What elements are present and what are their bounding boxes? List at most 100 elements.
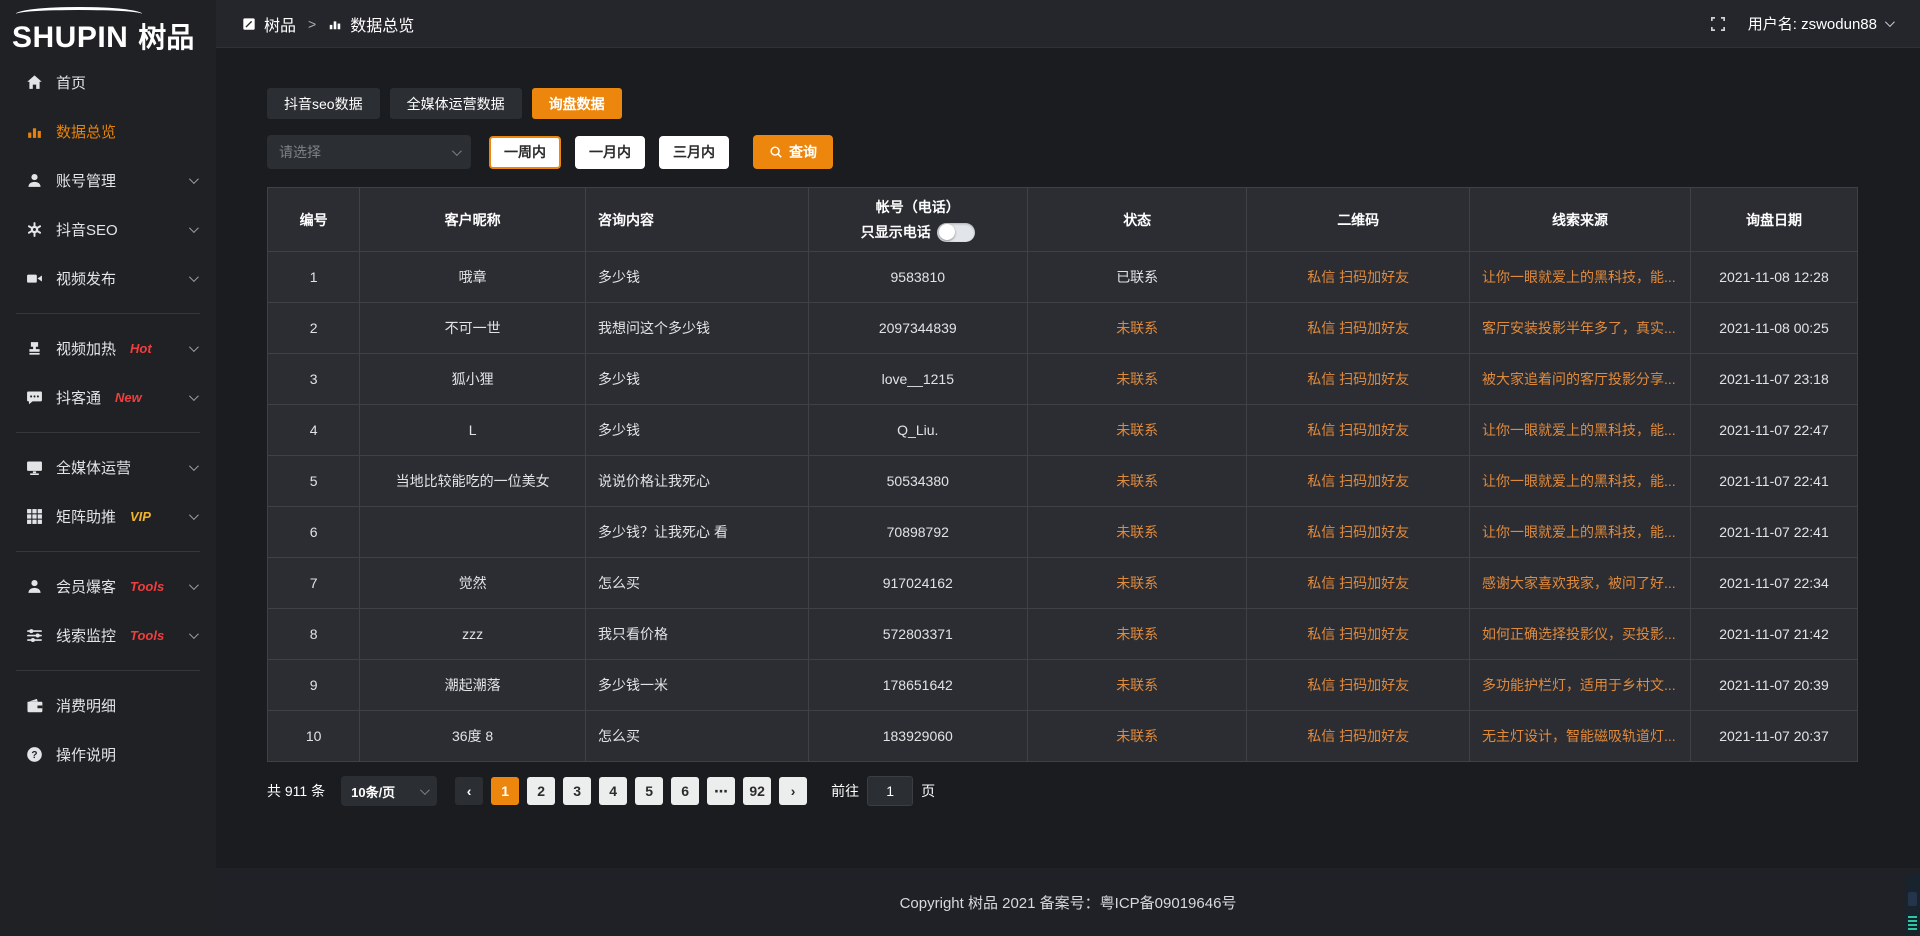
table-row: 10 36度 8 怎么买 183929060 未联系 私信 扫码加好友 无主灯设计，智能磁吸… <box>266 710 1859 762</box>
gear-icon <box>26 221 43 238</box>
page-button-4[interactable]: 4 <box>599 777 628 805</box>
cell-source-link[interactable]: 让你一眼就爱上的黑科技，能... <box>1468 251 1691 303</box>
period-button-three-months[interactable]: 三月内 <box>659 135 729 169</box>
sidebar-item-matrix-boost[interactable]: 矩阵助推 VIP <box>0 492 216 541</box>
query-button[interactable]: 查询 <box>753 135 833 169</box>
page-button-3[interactable]: 3 <box>563 777 592 805</box>
sidebar-item-consumption-detail[interactable]: 消费明细 <box>0 681 216 730</box>
tab-douyin-seo-data[interactable]: 抖音seo数据 <box>267 88 380 119</box>
bar-chart-icon <box>26 123 43 140</box>
cell-source-link[interactable]: 多功能护栏灯，适用于乡村文... <box>1468 659 1691 711</box>
user-icon <box>26 172 43 189</box>
tab-inquiry-data[interactable]: 询盘数据 <box>531 88 622 119</box>
cell-source-link[interactable]: 无主灯设计，智能磁吸轨道灯... <box>1468 710 1691 762</box>
sidebar-item-label: 全媒体运营 <box>56 460 132 477</box>
cell-qrcode-link[interactable]: 私信 扫码加好友 <box>1246 404 1470 456</box>
prev-page-button[interactable]: ‹ <box>455 777 484 805</box>
logo: SHUPIN 树品 <box>0 0 216 58</box>
sidebar-item-label: 首页 <box>56 75 87 92</box>
sidebar-item-home[interactable]: 首页 <box>0 58 216 107</box>
cell-id: 2 <box>266 302 361 354</box>
page-button-5[interactable]: 5 <box>635 777 664 805</box>
cell-qrcode-link[interactable]: 私信 扫码加好友 <box>1246 302 1470 354</box>
page-size-select[interactable]: 10条/页 <box>341 776 438 806</box>
next-page-button[interactable]: › <box>779 777 808 805</box>
sliders-icon <box>26 627 43 644</box>
sidebar-item-data-overview[interactable]: 数据总览 <box>0 107 216 156</box>
cell-date: 2021-11-07 20:37 <box>1689 710 1859 762</box>
breadcrumb-home[interactable]: 树品 <box>264 17 297 35</box>
sidebar-item-label: 账号管理 <box>56 173 117 190</box>
cell-account: 70898792 <box>807 506 1028 558</box>
breadcrumb-separator: > <box>308 15 317 32</box>
sidebar-item-label: 抖客通 <box>56 390 102 407</box>
cell-id: 10 <box>266 710 361 762</box>
cell-qrcode-link[interactable]: 私信 扫码加好友 <box>1246 710 1470 762</box>
period-button-week[interactable]: 一周内 <box>489 135 561 169</box>
page-buttons: 1 2 3 4 5 6 ⋯ 92 <box>491 777 772 805</box>
cell-qrcode-link[interactable]: 私信 扫码加好友 <box>1246 557 1470 609</box>
cell-id: 8 <box>266 608 361 660</box>
filter-select[interactable]: 请选择 <box>267 135 471 169</box>
fullscreen-icon[interactable] <box>1710 16 1726 32</box>
cell-source-link[interactable]: 客厅安装投影半年多了，真实... <box>1468 302 1691 354</box>
cell-status: 未联系 <box>1026 608 1248 660</box>
cell-qrcode-link[interactable]: 私信 扫码加好友 <box>1246 455 1470 507</box>
page-ellipsis-button[interactable]: ⋯ <box>707 777 736 805</box>
sidebar-item-video-heat[interactable]: 视频加热 Hot <box>0 324 216 373</box>
cell-account: 572803371 <box>807 608 1028 660</box>
cell-nickname: 狐小狸 <box>359 353 586 405</box>
cell-source-link[interactable]: 让你一眼就爱上的黑科技，能... <box>1468 455 1691 507</box>
sidebar-item-omni-media[interactable]: 全媒体运营 <box>0 443 216 492</box>
page-button-6[interactable]: 6 <box>671 777 700 805</box>
username-label: 用户名: zswodun88 <box>1747 16 1877 33</box>
cell-nickname: L <box>359 404 586 456</box>
sidebar-item-douyin-seo[interactable]: 抖音SEO <box>0 205 216 254</box>
brand-name-cn: 树品 <box>138 22 195 53</box>
cell-qrcode-link[interactable]: 私信 扫码加好友 <box>1246 506 1470 558</box>
sidebar-item-douketong[interactable]: 抖客通 New <box>0 373 216 422</box>
sidebar-nav: 首页数据总览账号管理抖音SEO 视频发布视频加热 Hot 抖客通 New 全媒体运营矩阵助… <box>0 58 216 779</box>
cell-nickname: 觉然 <box>359 557 586 609</box>
sidebar-item-video-publish[interactable]: 视频发布 <box>0 254 216 303</box>
cell-status: 未联系 <box>1026 353 1248 405</box>
logo-arc <box>16 7 142 21</box>
total-count: 共 911 条 <box>267 783 326 799</box>
phone-only-toggle[interactable] <box>936 222 975 242</box>
user-zone: 用户名: zswodun88 <box>1710 13 1895 34</box>
page-button-92[interactable]: 92 <box>743 777 772 805</box>
sidebar-item-account-manage[interactable]: 账号管理 <box>0 156 216 205</box>
cell-content: 说说价格让我死心 <box>584 455 809 507</box>
user-menu[interactable]: 用户名: zswodun88 <box>1747 13 1895 34</box>
topbar: 树品 > 数据总览 用户名: zswodun88 <box>216 0 1920 48</box>
cell-source-link[interactable]: 如何正确选择投影仪，买投影... <box>1468 608 1691 660</box>
sidebar-item-help[interactable]: ? 操作说明 <box>0 730 216 779</box>
cell-source-link[interactable]: 感谢大家喜欢我家，被问了好... <box>1468 557 1691 609</box>
chevron-down-icon <box>188 391 199 402</box>
cell-date: 2021-11-08 00:25 <box>1689 302 1859 354</box>
cell-qrcode-link[interactable]: 私信 扫码加好友 <box>1246 608 1470 660</box>
cell-source-link[interactable]: 被大家追着问的客厅投影分享... <box>1468 353 1691 405</box>
page-button-2[interactable]: 2 <box>527 777 556 805</box>
chevron-down-icon <box>188 342 199 353</box>
cell-qrcode-link[interactable]: 私信 扫码加好友 <box>1246 659 1470 711</box>
page-button-1-active[interactable]: 1 <box>491 777 520 805</box>
cell-status: 未联系 <box>1026 455 1248 507</box>
cell-qrcode-link[interactable]: 私信 扫码加好友 <box>1246 251 1470 303</box>
period-button-month[interactable]: 一月内 <box>575 135 645 169</box>
sidebar-item-clue-monitor[interactable]: 线索监控 Tools <box>0 611 216 660</box>
cell-status: 未联系 <box>1026 506 1248 558</box>
sidebar-item-label: 消费明细 <box>56 698 117 715</box>
cell-source-link[interactable]: 让你一眼就爱上的黑科技，能... <box>1468 506 1691 558</box>
col-source: 线索来源 <box>1468 187 1691 252</box>
sidebar: SHUPIN 树品 首页数据总览账号管理抖音SEO 视频发布视频加热 Hot 抖客通 N… <box>0 0 216 936</box>
cell-qrcode-link[interactable]: 私信 扫码加好友 <box>1246 353 1470 405</box>
cell-source-link[interactable]: 让你一眼就爱上的黑科技，能... <box>1468 404 1691 456</box>
content-area: 抖音seo数据 全媒体运营数据 询盘数据 请选择 一周内 一月内 三月内 查询 <box>216 48 1920 868</box>
edge-widget[interactable] <box>1905 874 1920 936</box>
sidebar-item-member-baoke[interactable]: 会员爆客 Tools <box>0 562 216 611</box>
divider <box>16 551 200 552</box>
goto-page-input[interactable] <box>867 776 914 806</box>
tab-omnimedia-data[interactable]: 全媒体运营数据 <box>389 88 522 119</box>
cell-content: 多少钱一米 <box>584 659 809 711</box>
